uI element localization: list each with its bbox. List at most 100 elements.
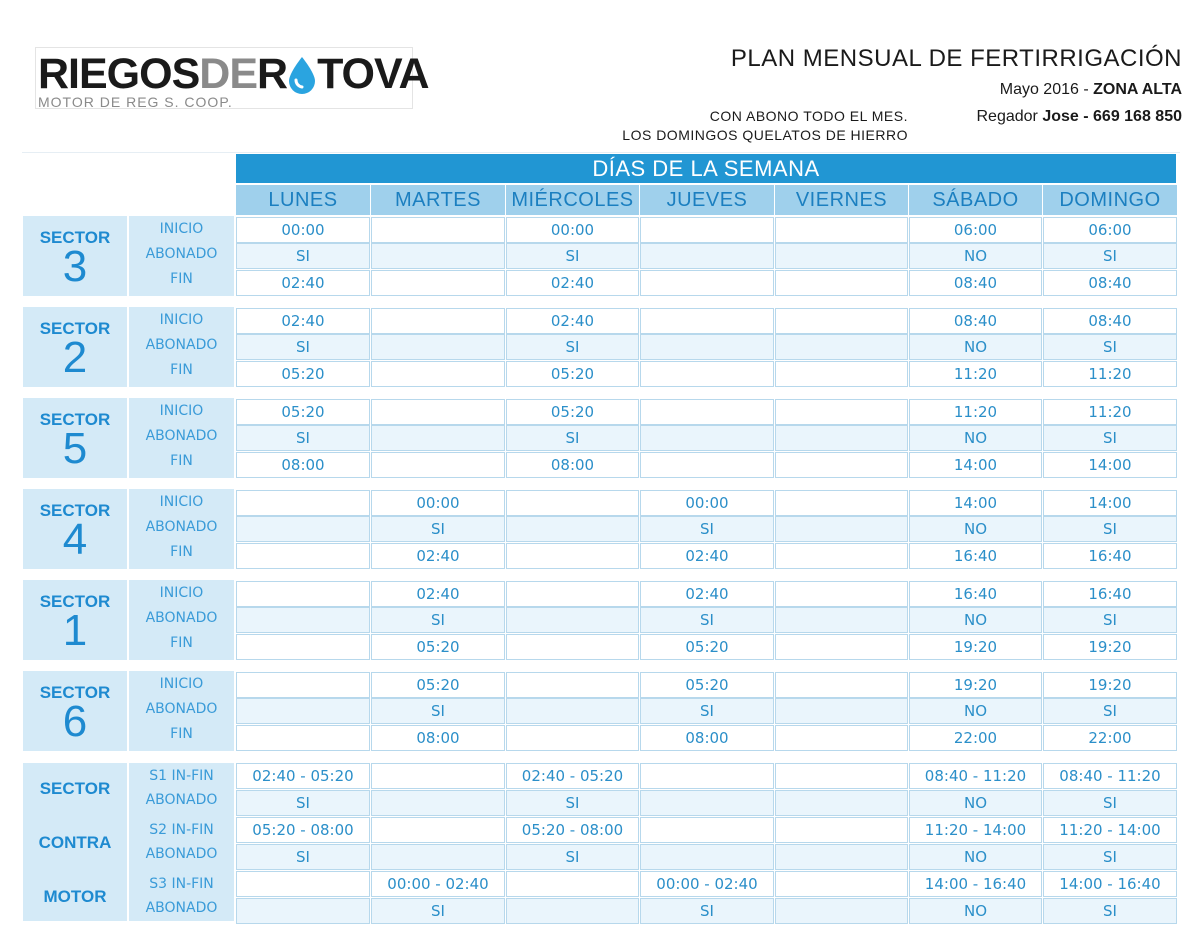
row-labels: INICIO ABONADO FIN [129, 307, 234, 387]
motor-cell: NO [909, 898, 1042, 924]
schedule-cell [506, 698, 639, 724]
motor-cell: SI [371, 898, 505, 924]
schedule-cell: SI [236, 425, 370, 451]
schedule-cell: SI [1043, 425, 1177, 451]
schedule-cell: 02:40 [236, 308, 370, 334]
motor-sector-box [23, 763, 127, 921]
sector-label-0: SECTOR 3 [23, 216, 127, 296]
schedule-cell: SI [371, 607, 505, 633]
schedule-cell [371, 217, 505, 243]
schedule-cell [236, 725, 370, 751]
schedule-cell: 08:40 [909, 270, 1042, 296]
schedule-cell: 05:20 [506, 361, 639, 387]
schedule-cell: SI [236, 243, 370, 269]
motor-cell: SI [236, 844, 370, 870]
motor-cell [371, 844, 505, 870]
schedule-cell [640, 270, 774, 296]
schedule-cell: 22:00 [1043, 725, 1177, 751]
schedule-cell: 16:40 [909, 543, 1042, 569]
motor-word-2: MOTOR [43, 887, 107, 906]
header-divider [22, 152, 1180, 153]
schedule-cell: SI [506, 334, 639, 360]
motor-cell: SI [1043, 844, 1177, 870]
day-header-1: MARTES [371, 185, 505, 215]
schedule-cell: SI [640, 607, 774, 633]
schedule-cell: 22:00 [909, 725, 1042, 751]
sector-number: 4 [62, 515, 88, 564]
schedule-cell [640, 361, 774, 387]
schedule-cell [775, 672, 908, 698]
row-label-inicio: INICIO [159, 676, 204, 692]
schedule-cell: 11:20 [909, 399, 1042, 425]
motor-row-label: ABONADO [145, 846, 218, 862]
schedule-cell: 02:40 [371, 581, 505, 607]
schedule-cell [775, 607, 908, 633]
schedule-cell [640, 243, 774, 269]
row-label-fin: FIN [170, 635, 193, 651]
day-header-5: SÁBADO [909, 185, 1042, 215]
schedule-cell [371, 361, 505, 387]
row-label-abonado: ABONADO [145, 610, 218, 626]
schedule-cell [371, 308, 505, 334]
motor-cell [775, 898, 908, 924]
schedule-cell [775, 490, 908, 516]
schedule-cell [236, 607, 370, 633]
schedule-cell: SI [1043, 243, 1177, 269]
schedule-cell: 08:00 [640, 725, 774, 751]
schedule-cell [236, 672, 370, 698]
motor-cell [236, 898, 370, 924]
schedule-cell [506, 516, 639, 542]
sector-label-4: SECTOR 1 [23, 580, 127, 660]
row-label-abonado: ABONADO [145, 519, 218, 535]
regador-value: Jose - 669 168 850 [1042, 108, 1182, 125]
schedule-cell [506, 543, 639, 569]
schedule-cell: 19:20 [1043, 634, 1177, 660]
row-labels: INICIO ABONADO FIN [129, 216, 234, 296]
motor-cell: SI [1043, 790, 1177, 816]
schedule-cell [236, 581, 370, 607]
schedule-cell: SI [506, 243, 639, 269]
schedule-cell: SI [1043, 607, 1177, 633]
motor-cell [640, 790, 774, 816]
schedule-cell: 02:40 [371, 543, 505, 569]
schedule-cell [506, 581, 639, 607]
schedule-cell [371, 243, 505, 269]
logo-part-3: R [257, 50, 288, 98]
schedule-cell [775, 452, 908, 478]
schedule-cell [775, 634, 908, 660]
schedule-cell: 05:20 [236, 399, 370, 425]
motor-cell: 11:20 - 14:00 [1043, 817, 1177, 843]
sector-word: SECTOR [39, 683, 111, 702]
schedule-cell [775, 425, 908, 451]
motor-row-label: S1 IN-FIN [149, 768, 214, 784]
row-label-fin: FIN [170, 453, 193, 469]
motor-word-1: CONTRA [38, 833, 112, 852]
schedule-cell: 19:20 [909, 672, 1042, 698]
row-labels: INICIO ABONADO FIN [129, 489, 234, 569]
logo-part-2: DE [199, 50, 258, 98]
schedule-cell: 02:40 [236, 270, 370, 296]
schedule-cell [775, 399, 908, 425]
sector-number: 5 [62, 424, 88, 473]
schedule-cell [371, 425, 505, 451]
schedule-cell [371, 452, 505, 478]
schedule-cell: 05:20 [371, 634, 505, 660]
schedule-cell [236, 634, 370, 660]
motor-row-label: S3 IN-FIN [149, 876, 214, 892]
schedule-cell: 14:00 [1043, 452, 1177, 478]
motor-row-label: ABONADO [145, 792, 218, 808]
sector-word: SECTOR [39, 228, 111, 247]
schedule-cell [775, 308, 908, 334]
motor-cell: NO [909, 844, 1042, 870]
motor-label-box [129, 763, 234, 921]
row-label-fin: FIN [170, 726, 193, 742]
motor-cell: 00:00 - 02:40 [640, 871, 774, 897]
motor-cell: 05:20 - 08:00 [236, 817, 370, 843]
schedule-cell: 05:20 [640, 634, 774, 660]
schedule-cell: 11:20 [1043, 399, 1177, 425]
period-line: Mayo 2016 - ZONA ALTA [1000, 80, 1182, 100]
motor-cell [371, 763, 505, 789]
row-labels: INICIO ABONADO FIN [129, 671, 234, 751]
sector-label-2: SECTOR 5 [23, 398, 127, 478]
schedule-cell: 08:00 [236, 452, 370, 478]
